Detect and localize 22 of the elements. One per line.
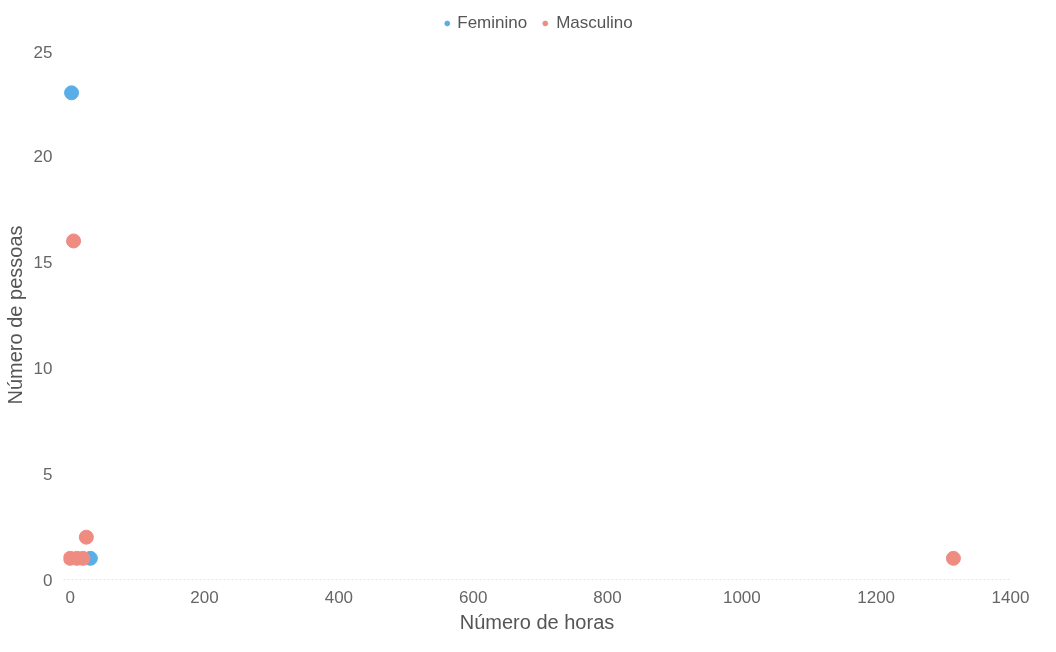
y-tick-label: 5: [43, 464, 53, 484]
x-tick-label: 400: [324, 587, 354, 607]
x-tick-label: 0: [65, 587, 75, 607]
x-tick-label: 200: [190, 587, 219, 607]
x-tick-label: 600: [459, 587, 488, 607]
legend-label: Feminino: [457, 12, 528, 33]
y-tick-label: 20: [33, 147, 53, 167]
y-tick-label: 0: [43, 570, 53, 590]
x-axis-title: Número de horas: [459, 610, 615, 633]
point: [945, 550, 961, 566]
y-tick-label: 25: [33, 42, 53, 62]
legend-label: Masculino: [556, 12, 633, 33]
x-tick-label: 800: [593, 587, 622, 607]
y-tick-label: 15: [33, 253, 53, 273]
x-tick-label: 1400: [991, 587, 1030, 607]
point: [64, 85, 80, 101]
point: [78, 529, 94, 545]
y-tick-label: 10: [33, 358, 53, 378]
x-tick-label: 1000: [722, 587, 761, 607]
x-tick-label: 1200: [857, 587, 896, 607]
y-axis-title: Número de pessoas: [3, 225, 26, 405]
point: [66, 233, 82, 249]
